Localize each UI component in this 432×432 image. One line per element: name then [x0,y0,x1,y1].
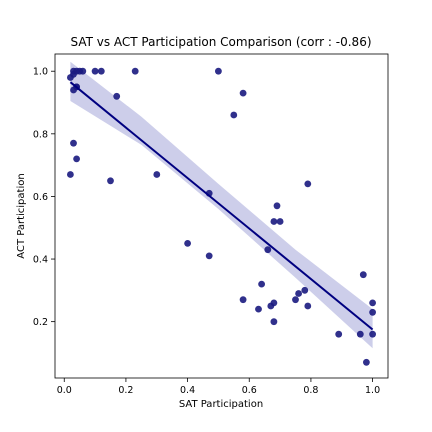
data-point [79,67,87,75]
x-tick-label: 0.0 [57,385,72,396]
y-tick-label: 0.8 [33,129,48,140]
x-tick-label: 1.0 [365,385,380,396]
data-point [230,111,238,119]
y-axis-ticks: 0.2 0.4 0.6 0.8 1.0 [33,67,55,328]
x-tick-label: 0.6 [242,385,257,396]
data-point [301,286,309,294]
chart-title: SAT vs ACT Participation Comparison (cor… [70,35,371,49]
data-point [255,305,262,313]
data-point [363,358,370,366]
data-point [153,171,161,178]
y-tick-label: 1.0 [33,67,48,78]
data-point [356,330,364,338]
data-point [369,308,376,316]
data-point [264,246,272,254]
data-point [215,67,222,75]
scatter-points [67,67,376,366]
x-tick-label: 0.2 [118,385,133,396]
y-axis-label: ACT Participation [16,173,27,258]
data-point [270,318,278,326]
data-point [369,330,376,338]
data-point [113,92,121,100]
x-axis-label: SAT Participation [179,399,263,410]
data-point [239,89,247,97]
data-point [270,218,278,225]
data-point [239,296,247,304]
data-point [91,67,99,75]
data-point [359,271,367,279]
data-point [295,290,302,297]
data-point [73,155,80,163]
y-tick-label: 0.4 [33,255,48,266]
data-point [67,171,74,178]
data-point [107,177,114,185]
data-point [335,330,343,338]
x-tick-label: 0.4 [180,385,195,396]
data-point [70,139,77,147]
data-point [369,299,376,307]
data-point [131,67,139,75]
y-tick-label: 0.6 [33,192,48,203]
data-point [97,67,105,75]
data-point [304,180,312,188]
data-point [258,280,265,288]
data-point [184,240,192,247]
data-point [276,218,284,225]
data-point [270,299,278,307]
x-tick-label: 0.8 [303,385,318,396]
y-tick-label: 0.2 [33,317,48,328]
regression-line [69,81,374,331]
data-point [292,296,299,304]
data-point [304,302,312,310]
plot-area [67,61,376,366]
data-point [205,252,213,260]
x-axis-ticks: 0.0 0.2 0.4 0.6 0.8 1.0 [57,378,380,396]
data-point [273,202,281,210]
axes-frame [54,53,389,379]
